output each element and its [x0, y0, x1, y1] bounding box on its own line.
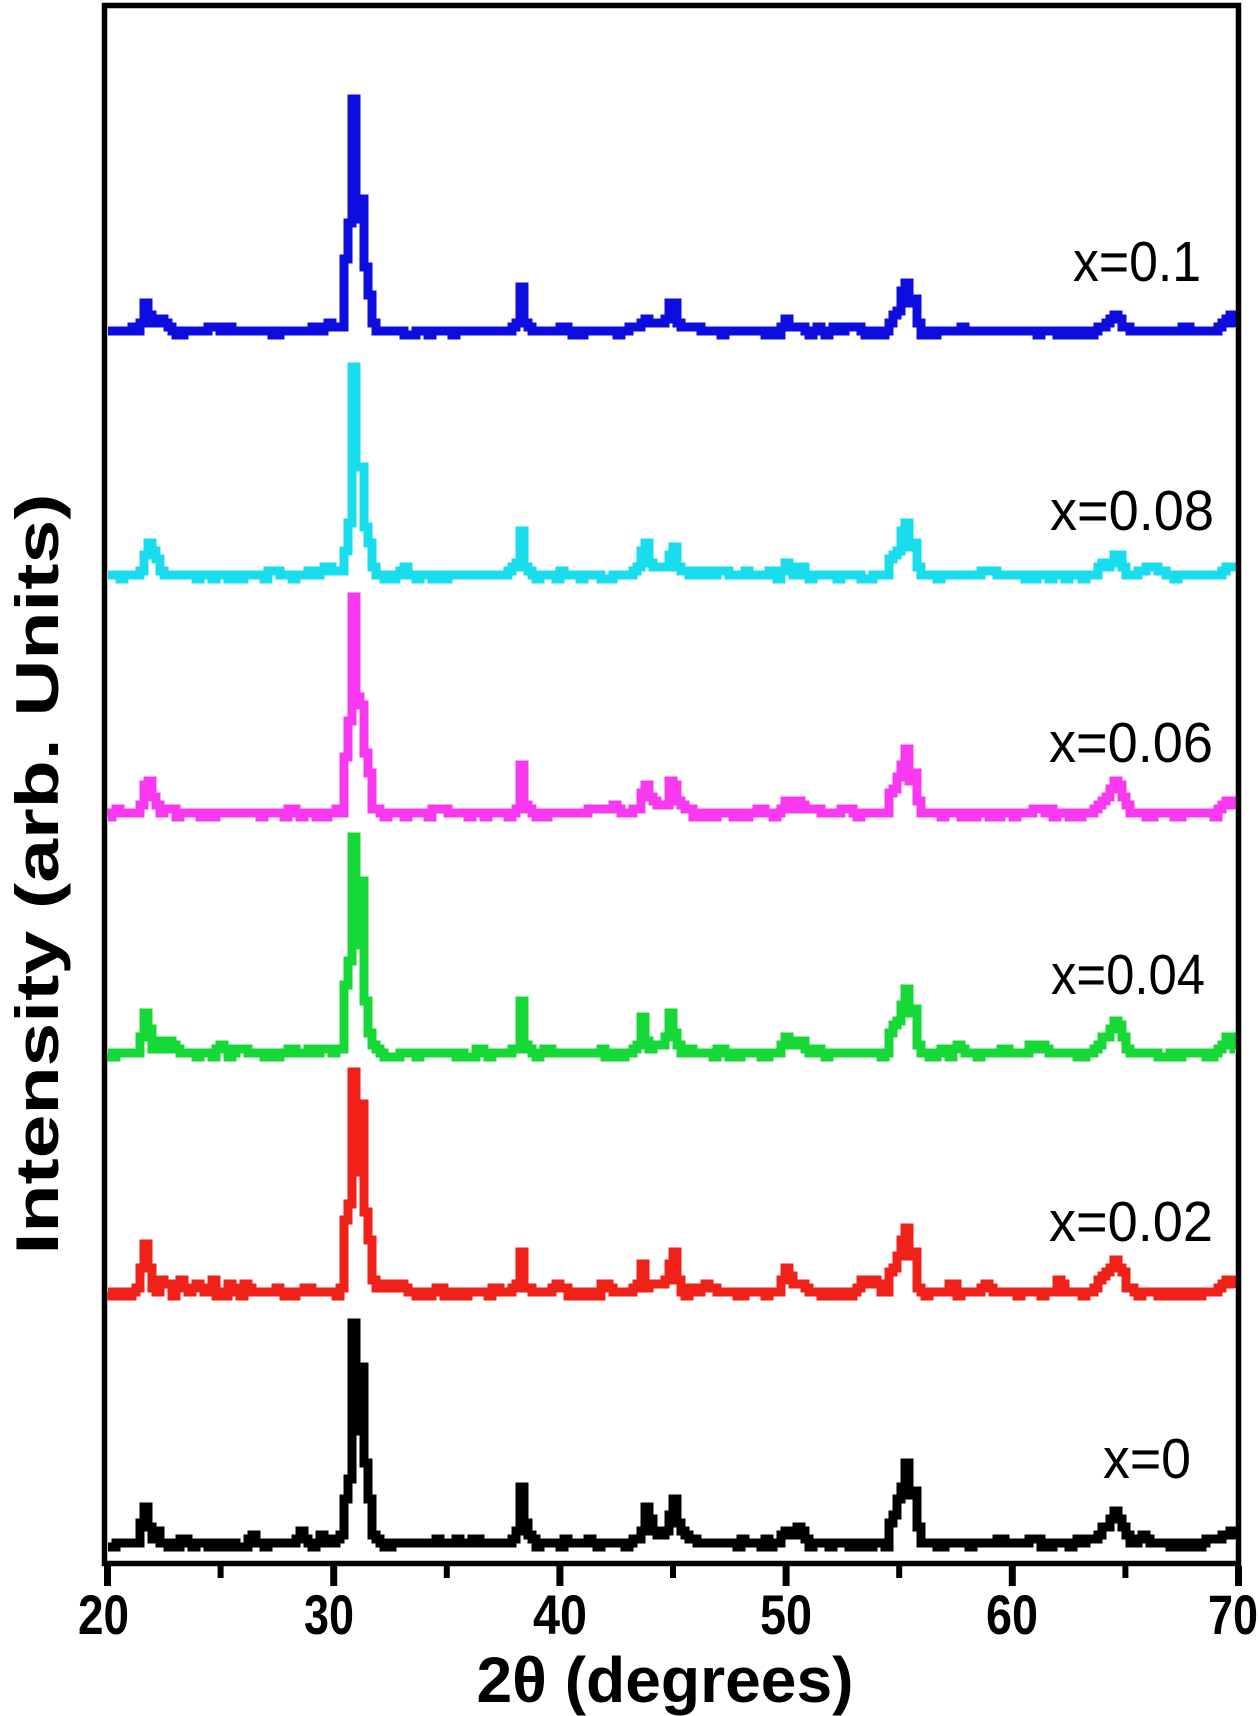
- svg-text:30: 30: [304, 1583, 354, 1646]
- svg-text:x=0.04: x=0.04: [1051, 943, 1205, 1007]
- svg-text:60: 60: [986, 1583, 1038, 1646]
- svg-text:70: 70: [1208, 1583, 1258, 1646]
- svg-text:x=0.06: x=0.06: [1049, 711, 1213, 775]
- svg-text:2θ (degrees): 2θ (degrees): [477, 1644, 854, 1716]
- svg-text:x=0.08: x=0.08: [1050, 479, 1214, 543]
- svg-text:x=0: x=0: [1103, 1427, 1191, 1491]
- svg-text:50: 50: [760, 1583, 812, 1646]
- svg-text:40: 40: [533, 1583, 587, 1646]
- svg-text:Intensity (arb. Units): Intensity (arb. Units): [4, 494, 71, 1255]
- svg-text:20: 20: [78, 1583, 129, 1646]
- svg-text:x=0.1: x=0.1: [1073, 230, 1201, 294]
- svg-text:x=0.02: x=0.02: [1049, 1190, 1213, 1254]
